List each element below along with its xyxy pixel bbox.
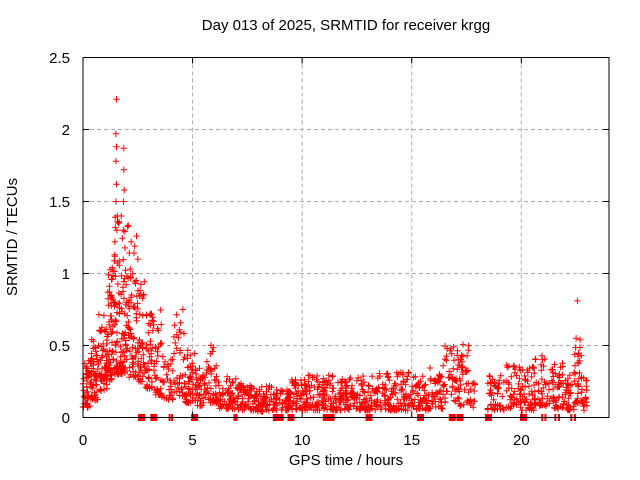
x-tick-label: 10 <box>294 432 311 449</box>
chart-title: Day 013 of 2025, SRMTID for receiver krg… <box>202 17 490 34</box>
x-tick-label: 0 <box>79 432 87 449</box>
y-axis-label: SRMTID / TECUs <box>4 178 21 296</box>
y-tick-label: 1.5 <box>49 194 70 211</box>
tick-labels: 0 5 10 15 20 0 0.5 1 1.5 2 2.5 <box>49 50 530 449</box>
y-tick-label: 2.5 <box>49 50 70 67</box>
plot-frame <box>82 57 610 418</box>
data-points <box>79 96 591 415</box>
y-tick-label: 1 <box>62 266 70 283</box>
y-tick-label: 0.5 <box>49 338 70 355</box>
x-tick-label: 15 <box>403 432 420 449</box>
y-tick-label: 2 <box>62 122 70 139</box>
plot-border <box>82 57 610 418</box>
y-tick-label: 0 <box>62 410 70 427</box>
x-axis-label: GPS time / hours <box>289 452 403 469</box>
gridlines <box>83 57 609 418</box>
x-tick-label: 20 <box>513 432 530 449</box>
x-tick-label: 5 <box>188 432 196 449</box>
scatter-points-path <box>79 96 591 415</box>
